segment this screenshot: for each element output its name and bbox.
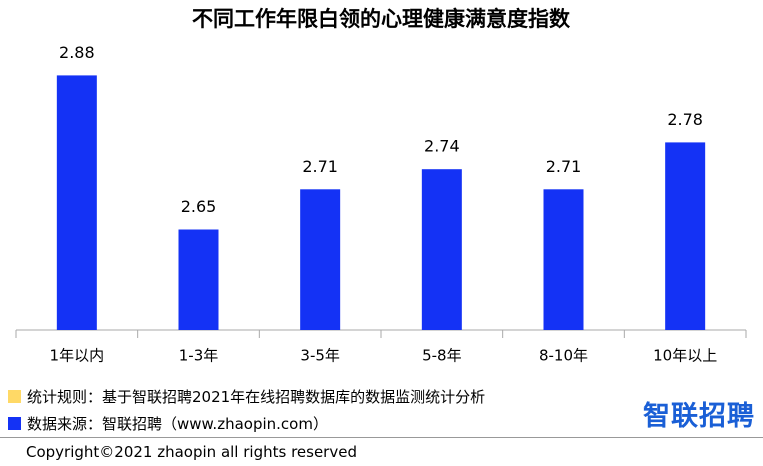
chart: 不同工作年限白领的心理健康满意度指数 1年以内 2.88 1-3年 2.65 3-5年 2… (15, 7, 747, 365)
bar (300, 189, 341, 330)
value-label: 2.78 (667, 110, 703, 129)
value-label: 2.71 (546, 157, 582, 176)
source-text: 数据来源：智联招聘（www.zhaopin.com） (27, 415, 328, 433)
value-label: 2.65 (181, 197, 217, 216)
source-marker (8, 417, 21, 430)
x-tick-label: 8-10年 (539, 347, 588, 365)
bar (421, 169, 462, 330)
logo: 智联招聘 (643, 401, 755, 432)
value-label: 2.71 (302, 157, 338, 176)
rule-note: 统计规则：基于智联招聘2021年在线招聘数据库的数据监测统计分析 (8, 386, 485, 407)
x-tick-label: 3-5年 (300, 347, 340, 365)
rule-text: 统计规则：基于智联招聘2021年在线招聘数据库的数据监测统计分析 (27, 388, 486, 406)
x-tick-label: 1年以内 (50, 347, 105, 365)
bar (543, 189, 584, 330)
rule-marker (8, 390, 21, 403)
bar (56, 75, 97, 331)
x-tick-label: 1-3年 (179, 347, 219, 365)
bar (178, 229, 219, 330)
x-tick-label: 10年以上 (653, 347, 717, 365)
value-label: 2.74 (424, 137, 460, 156)
x-tick-label: 5-8年 (422, 347, 462, 365)
copyright: Copyright©2021 zhaopin all rights reserv… (26, 443, 357, 461)
value-label: 2.88 (59, 43, 95, 62)
chart-title: 不同工作年限白领的心理健康满意度指数 (192, 7, 571, 31)
source-note: 数据来源：智联招聘（www.zhaopin.com） (8, 413, 328, 434)
divider (0, 437, 763, 438)
bar (665, 142, 706, 330)
